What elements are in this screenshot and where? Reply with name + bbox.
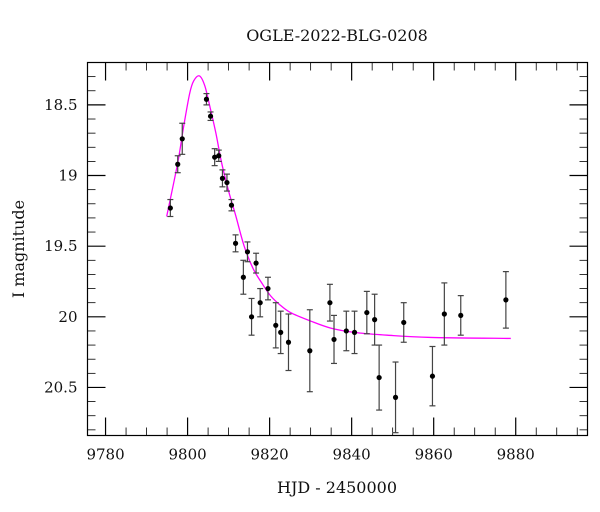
data-point [207,113,214,119]
x-tick-label: 9780 [86,446,124,464]
data-point [376,374,382,381]
data-point [257,300,263,306]
data-point [175,161,181,167]
data-point [265,285,271,292]
data-point [244,249,251,255]
data-point [364,309,370,316]
model-curve [166,75,511,340]
data-point [429,373,436,379]
data-point [167,205,173,211]
data-point [179,136,185,142]
data-point [273,322,279,328]
x-tick-label: 9800 [168,446,206,464]
data-point [331,336,337,343]
data-point [401,319,407,326]
x-axis-title: HJD - 2450000 [277,478,397,497]
data-point [240,274,246,280]
data-point [228,202,235,208]
data-point [248,314,255,320]
plot-frame [86,61,589,437]
chart-title: OGLE-2022-BLG-0208 [246,26,428,45]
data-point [285,339,292,345]
data-point [212,154,218,160]
data-point [278,329,284,335]
y-tick-label: 19.5 [44,237,77,255]
data-point [392,394,399,400]
data-point [351,329,358,335]
data-point [219,175,226,181]
data-point [307,348,313,354]
data-point [327,300,333,306]
data-point [253,260,259,266]
x-tick-label: 9820 [251,446,289,464]
data-point [232,240,239,246]
data-point [503,297,509,303]
x-tick-label: 9860 [415,446,453,464]
data-point [216,153,222,159]
y-tick-label: 19 [58,167,77,185]
y-tick-label: 20 [58,308,77,326]
data-point [343,328,349,334]
x-tick-label: 9880 [497,446,535,464]
data-point [203,96,210,102]
y-tick-label: 18.5 [44,96,77,114]
y-tick-label: 20.5 [44,378,77,396]
y-axis-title: I magnitude [9,200,28,298]
data-point [224,179,230,186]
data-point [441,311,447,317]
data-point [372,317,378,323]
data-point [458,312,464,319]
x-tick-label: 9840 [333,446,371,464]
